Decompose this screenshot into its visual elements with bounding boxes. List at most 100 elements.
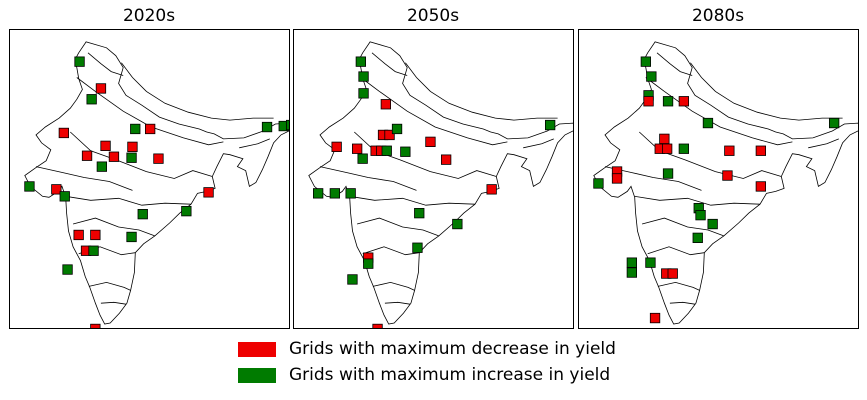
grid-marker-decrease: [58, 127, 69, 139]
basin-boundary: [100, 301, 127, 305]
grid-marker-increase: [678, 143, 689, 154]
grid-marker-increase: [126, 231, 137, 243]
india-map-2080s: [593, 41, 858, 325]
grid-marker-increase: [347, 274, 358, 285]
basin-boundary: [405, 62, 558, 121]
grid-marker-decrease: [440, 154, 452, 165]
grid-marker-increase: [88, 245, 99, 256]
grid-marker-decrease: [649, 312, 661, 324]
panel-title-2050s: 2050s: [406, 6, 460, 26]
basin-boundary: [319, 166, 417, 191]
basin-boundary: [669, 301, 696, 305]
grid-marker-increase: [345, 188, 356, 199]
grid-marker-decrease: [724, 145, 735, 156]
grid-marker-decrease: [678, 96, 689, 107]
basin-boundary: [356, 217, 439, 237]
basin-boundary: [604, 166, 702, 191]
grid-marker-decrease: [144, 123, 156, 135]
grid-marker-decrease: [384, 129, 395, 141]
grid-marker-decrease: [643, 96, 654, 107]
grid-marker-increase: [626, 257, 637, 268]
grid-marker-increase: [692, 232, 703, 244]
grid-marker-increase: [126, 152, 137, 163]
india-outline: [308, 41, 573, 325]
legend-label-decrease: Grids with maximum decrease in yield: [289, 339, 616, 359]
basin-boundary: [239, 138, 270, 149]
grid-marker-increase: [86, 94, 97, 105]
legend-item-decrease: Grids with maximum decrease in yield: [238, 336, 616, 362]
basin-boundary: [641, 217, 724, 237]
grid-marker-increase: [137, 208, 148, 220]
grid-marker-increase: [626, 267, 637, 278]
grid-marker-decrease: [81, 150, 93, 161]
grid-marker-increase: [357, 153, 368, 164]
legend: Grids with maximum decrease in yield Gri…: [238, 336, 616, 388]
map-panel-2050s: [293, 29, 574, 329]
grid-marker-increase: [412, 242, 423, 253]
legend-swatch-increase: [238, 367, 276, 383]
grid-marker-increase: [593, 178, 604, 189]
grid-marker-increase: [96, 161, 107, 172]
grid-marker-increase: [452, 218, 463, 230]
grid-marker-increase: [74, 56, 85, 67]
panel-title-2020s: 2020s: [122, 6, 176, 26]
basin-boundary: [360, 77, 508, 146]
grid-marker-increase: [381, 145, 392, 156]
grid-marker-increase: [662, 96, 674, 107]
grid-marker-decrease: [659, 133, 670, 144]
grid-marker-increase: [544, 119, 556, 131]
grid-marker-increase: [24, 181, 35, 192]
basin-boundary: [65, 195, 192, 206]
grid-marker-increase: [59, 191, 70, 202]
grid-marker-increase: [62, 264, 73, 275]
basin-boundary: [645, 77, 793, 146]
basin-boundary: [372, 281, 415, 291]
grid-marker-increase: [363, 258, 374, 269]
grid-marker-increase: [358, 88, 369, 99]
grid-marker-decrease: [331, 141, 342, 152]
grid-marker-increase: [285, 119, 289, 131]
basin-boundary: [690, 62, 843, 121]
basin-boundary: [656, 52, 693, 76]
grid-marker-decrease: [722, 170, 733, 181]
grid-marker-decrease: [372, 323, 383, 328]
grid-marker-decrease: [380, 99, 391, 110]
grid-marker-decrease: [203, 187, 214, 198]
grid-marker-increase: [391, 123, 403, 135]
grid-marker-decrease: [108, 151, 120, 162]
grid-marker-decrease: [90, 323, 101, 328]
grid-marker-decrease: [662, 143, 673, 154]
basin-boundary: [371, 52, 408, 76]
map-panel-2020s: [9, 29, 290, 329]
panel-title-2080s: 2080s: [691, 6, 745, 26]
basin-boundary: [87, 52, 124, 76]
grid-marker-decrease: [667, 268, 678, 279]
basin-boundary: [362, 246, 420, 256]
basin-boundary: [72, 217, 155, 237]
grid-marker-increase: [329, 188, 340, 199]
grid-marker-decrease: [755, 145, 767, 156]
legend-item-increase: Grids with maximum increase in yield: [238, 362, 616, 388]
grid-marker-decrease: [51, 184, 62, 195]
basin-boundary: [349, 195, 476, 206]
grid-marker-increase: [181, 205, 192, 217]
grid-marker-increase: [695, 209, 706, 221]
grid-marker-increase: [707, 218, 718, 230]
grid-marker-increase: [414, 207, 425, 219]
grid-marker-decrease: [352, 143, 363, 154]
india-map-2020s: [24, 41, 289, 328]
basin-boundary: [88, 281, 131, 291]
basin-boundary: [634, 195, 761, 206]
grid-marker-decrease: [73, 229, 84, 241]
grid-marker-increase: [702, 117, 714, 129]
grid-marker-decrease: [153, 153, 164, 164]
basin-boundary: [657, 281, 700, 291]
basin-boundary: [121, 62, 274, 121]
map-panel-2080s: [578, 29, 859, 329]
basin-boundary: [523, 138, 554, 149]
india-map-2050s: [308, 41, 573, 328]
basin-boundary: [647, 246, 705, 256]
basin-boundary: [808, 138, 839, 149]
grid-marker-increase: [130, 123, 141, 135]
grid-marker-increase: [646, 71, 657, 82]
